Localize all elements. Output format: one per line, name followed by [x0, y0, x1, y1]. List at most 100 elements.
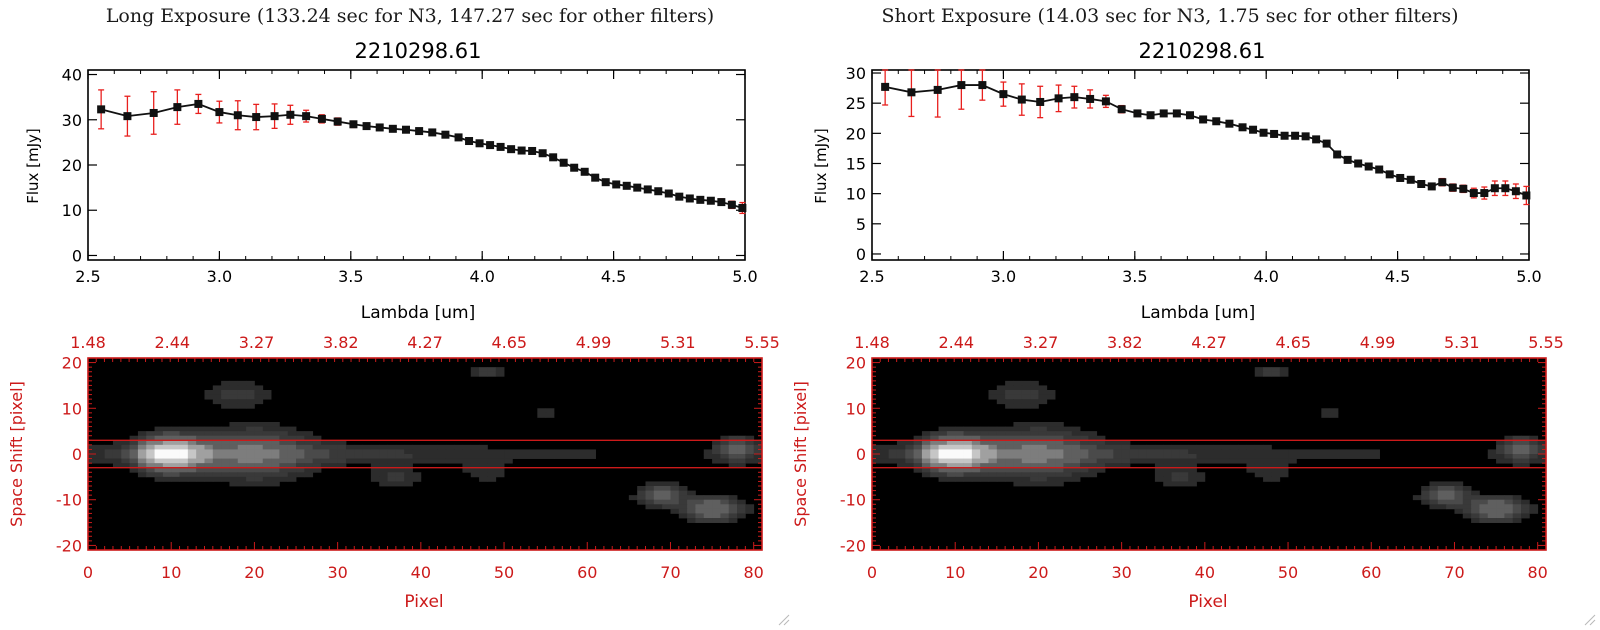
image-pixel: [404, 454, 413, 459]
image-pixel: [345, 454, 355, 459]
image-pixel: [1487, 499, 1497, 505]
image-pixel: [1229, 449, 1239, 455]
image-pixel: [720, 518, 730, 523]
image-pixel: [1154, 463, 1164, 469]
image-pixel: [963, 467, 973, 473]
image-pixel: [146, 431, 155, 437]
right-resize-grip-icon[interactable]: [1582, 612, 1596, 626]
image-pixel: [963, 449, 973, 455]
image-pixel: [653, 504, 663, 510]
data-point: [454, 133, 463, 142]
image-pixel: [304, 431, 314, 437]
image-pixel: [129, 454, 139, 459]
image-pixel: [971, 426, 981, 432]
image-pixel: [262, 444, 272, 450]
image-pixel: [1238, 444, 1247, 450]
image-pixel: [1337, 449, 1347, 455]
image-pixel: [212, 458, 222, 464]
image-pixel: [479, 476, 488, 482]
image-pixel: [1088, 435, 1098, 441]
image-pixel: [320, 463, 330, 469]
image-pixel: [504, 449, 513, 455]
image-pixel: [146, 454, 155, 459]
image-pixel: [196, 435, 205, 441]
image-pixel: [237, 431, 247, 437]
image-pixel: [1171, 449, 1181, 455]
y-tick-label: 30: [62, 111, 82, 130]
image-pixel: [470, 454, 480, 459]
image-pixel: [1337, 454, 1347, 459]
image-pixel: [1104, 440, 1114, 446]
image-pixel: [1446, 481, 1455, 487]
image-pixel: [712, 458, 721, 464]
image-pixel: [637, 490, 646, 496]
image-pixel: [545, 449, 555, 455]
image-pixel: [728, 463, 738, 469]
image-pixel: [678, 495, 688, 501]
image-pixel: [171, 426, 180, 432]
data-point: [362, 122, 371, 131]
image-pixel: [1104, 454, 1114, 459]
flux-series-line: [884, 84, 1527, 197]
image-pixel: [254, 390, 264, 395]
long-exposure-spectrum-chart: 2210298.61 Flux [mJy] Lambda [um] 2.5 3.0…: [24, 39, 758, 323]
image-pixel: [996, 467, 1006, 473]
image-pixel: [287, 444, 297, 450]
data-point: [549, 153, 558, 162]
image-pixel: [1046, 444, 1056, 450]
image-pixel: [154, 454, 164, 459]
image-pixel: [520, 449, 530, 455]
image-pixel: [88, 454, 97, 459]
image-pixel: [279, 440, 289, 446]
image-pixel: [1296, 449, 1306, 455]
image-pixel: [1263, 463, 1272, 469]
image-pixel: [1188, 463, 1197, 469]
image-pixel: [187, 431, 197, 437]
image-pixel: [938, 431, 948, 437]
image-pixel: [387, 454, 397, 459]
image-pixel: [495, 454, 505, 459]
image-pixel: [938, 449, 948, 455]
image-pixel: [946, 472, 956, 478]
image-pixel: [1055, 467, 1064, 473]
image-pixel: [1188, 472, 1197, 478]
image-pixel: [946, 467, 956, 473]
image-pixel: [1080, 435, 1089, 441]
image-pixel: [1055, 440, 1064, 446]
image-pixel: [296, 467, 305, 473]
image-pixel: [1063, 472, 1073, 478]
data-point: [528, 146, 537, 155]
image-pixel: [938, 444, 948, 450]
image-pixel: [670, 495, 680, 501]
data-point: [727, 200, 736, 209]
image-pixel: [296, 472, 305, 478]
image-pixel: [221, 444, 230, 450]
left-resize-grip-icon[interactable]: [776, 612, 790, 626]
image-pixel: [1063, 476, 1073, 482]
image-pixel: [1021, 449, 1031, 455]
image-pixel: [204, 390, 214, 395]
image-pixel: [246, 435, 255, 441]
image-pixel: [229, 458, 239, 464]
image-pixel: [495, 463, 505, 469]
image-pixel: [246, 449, 255, 455]
data-point: [664, 189, 673, 198]
image-pixel: [712, 504, 721, 510]
data-point: [1270, 129, 1279, 138]
image-pixel: [980, 467, 989, 473]
top-axis-tick-label: 4.65: [1275, 333, 1311, 352]
image-pixel: [254, 444, 264, 450]
image-pixel: [1005, 403, 1014, 409]
image-pixel: [154, 435, 164, 441]
image-pixel: [1188, 458, 1197, 464]
image-pixel: [237, 385, 247, 391]
data-point: [1438, 178, 1447, 187]
image-pixel: [1188, 476, 1197, 482]
data-point: [559, 158, 568, 167]
image-pixel: [1221, 449, 1231, 455]
image-pixel: [963, 444, 973, 450]
data-point: [1490, 184, 1499, 193]
data-point: [1259, 128, 1268, 137]
image-pixel: [1346, 454, 1356, 459]
image-pixel: [678, 504, 688, 510]
